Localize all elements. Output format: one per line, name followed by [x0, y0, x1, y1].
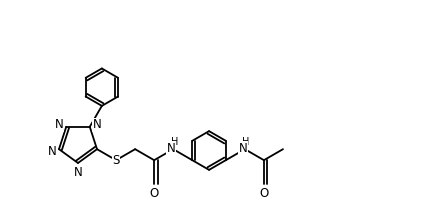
Text: O: O: [149, 187, 159, 200]
Text: N: N: [238, 142, 247, 155]
Text: H: H: [171, 137, 178, 147]
Text: N: N: [92, 118, 101, 131]
Text: O: O: [259, 187, 269, 200]
Text: N: N: [167, 142, 176, 155]
Text: N: N: [48, 145, 56, 158]
Text: N: N: [74, 166, 83, 179]
Text: N: N: [55, 118, 64, 131]
Text: S: S: [112, 154, 120, 167]
Text: H: H: [242, 137, 250, 147]
